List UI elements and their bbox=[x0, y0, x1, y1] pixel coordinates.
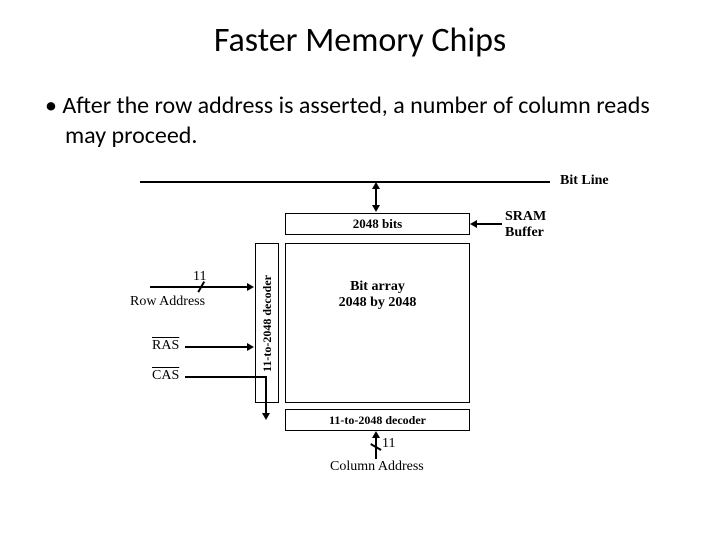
memory-chip-diagram: Bit Line 2048 bits SRAM Buffer Bit array… bbox=[90, 171, 630, 491]
sram-arrow-icon bbox=[476, 223, 502, 225]
ras-line bbox=[185, 346, 248, 348]
row-addr-width: 11 bbox=[193, 269, 206, 285]
row-address-label: Row Address bbox=[130, 294, 205, 310]
bit-array-box: Bit array 2048 by 2048 bbox=[285, 243, 470, 403]
col-decoder-label: 11-to-2048 decoder bbox=[329, 413, 426, 428]
ras-label: RAS bbox=[152, 338, 179, 354]
bullet-point: After the row address is asserted, a num… bbox=[45, 91, 680, 151]
bit-line-label: Bit Line bbox=[560, 173, 609, 189]
sram-buffer-bits: 2048 bits bbox=[353, 216, 402, 232]
sram-buffer-box: 2048 bits bbox=[285, 213, 470, 235]
sram-label-line1: SRAM bbox=[505, 209, 546, 225]
col-decoder-box: 11-to-2048 decoder bbox=[285, 409, 470, 431]
bit-line bbox=[140, 181, 550, 183]
bit-array-line1: Bit array bbox=[350, 279, 405, 295]
row-decoder-label: 11-to-2048 decoder bbox=[260, 275, 275, 372]
sram-label-line2: Buffer bbox=[505, 225, 544, 241]
column-address-label: Column Address bbox=[330, 459, 424, 475]
cas-label: CAS bbox=[152, 368, 179, 384]
bitline-arrow-icon bbox=[375, 188, 377, 206]
bit-array-line2: 2048 by 2048 bbox=[339, 295, 417, 311]
col-addr-width: 11 bbox=[382, 436, 395, 452]
page-title: Faster Memory Chips bbox=[0, 20, 720, 61]
cas-line-h bbox=[185, 376, 265, 378]
row-decoder-box: 11-to-2048 decoder bbox=[255, 243, 279, 403]
cas-line-v bbox=[265, 376, 267, 414]
